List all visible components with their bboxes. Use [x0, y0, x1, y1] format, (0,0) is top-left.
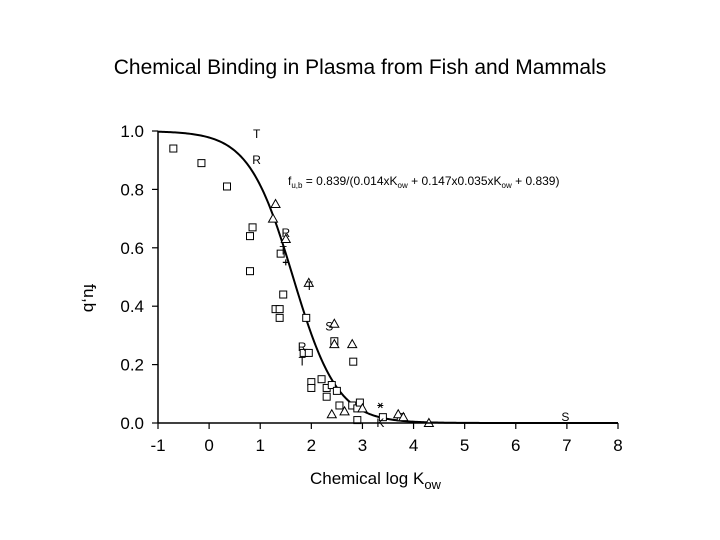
y-tick-label: 1.0: [120, 122, 144, 141]
square-marker: [197, 159, 206, 168]
x-tick-label: 5: [460, 436, 469, 455]
square-marker: [246, 267, 254, 276]
plus-marker: [282, 259, 289, 266]
x-axis-title-sub: ow: [424, 477, 441, 492]
y-tick-label: 0.2: [120, 356, 144, 375]
square-marker: [276, 249, 285, 258]
letter-marker: R: [252, 153, 261, 167]
triangle-marker: [326, 408, 338, 419]
y-tick-label: 0.4: [120, 297, 144, 316]
triangle-marker: [328, 338, 340, 349]
x-tick-label: 8: [613, 436, 622, 455]
equation-text: = 0.839/(0.014xK: [302, 174, 397, 188]
y-tick-label: 0.6: [120, 239, 144, 258]
square-marker: [332, 386, 341, 395]
triangle-marker: [392, 408, 404, 419]
equation-subscript: ow: [398, 181, 408, 190]
x-axis-title-main: Chemical log K: [310, 469, 425, 488]
square-marker: [307, 383, 316, 392]
x-tick-label: 6: [511, 436, 520, 455]
letter-marker: T: [306, 279, 314, 293]
triangle-marker: [303, 277, 315, 287]
square-marker: [246, 232, 254, 241]
letter-marker: S: [325, 320, 333, 334]
letter-marker: T: [253, 127, 261, 141]
equation-label: fu,b = 0.839/(0.014xKow + 0.147x0.035xKo…: [288, 174, 559, 190]
square-marker: [378, 413, 387, 422]
square-marker: [279, 290, 288, 299]
x-tick-label: 4: [409, 436, 418, 455]
square-marker: [275, 305, 284, 314]
equation-text: + 0.147x0.035xK: [408, 174, 502, 188]
x-tick-label: -1: [150, 436, 165, 455]
triangle-marker: [357, 402, 368, 413]
square-marker: [322, 392, 331, 401]
letter-marker: T: [280, 244, 288, 258]
triangle-marker: [280, 233, 292, 244]
triangle-marker: [346, 338, 358, 349]
x-tick-label: 0: [204, 436, 213, 455]
x-axis-title: Chemical log Kow: [310, 469, 442, 492]
y-tick-label: 0.0: [120, 414, 144, 433]
asterisk-marker: [377, 402, 384, 409]
letter-marker: S: [561, 410, 569, 424]
y-tick-label: 0.8: [120, 180, 144, 199]
axes-layer: -1 0 1 2 3 4 5 6 7 8 0.0 0.2 0.4 0.6 0.8 1.0: [120, 122, 622, 455]
x-tick-label: 7: [562, 436, 571, 455]
square-marker: [304, 348, 313, 357]
square-marker: [317, 375, 326, 384]
chart-title: Chemical Binding in Plasma from Fish and…: [113, 56, 607, 79]
triangle-marker: [397, 411, 409, 422]
equation-subscript: u,b: [291, 181, 303, 190]
triangle-marker: [339, 405, 350, 416]
square-marker: [327, 381, 336, 390]
letter-marker: R: [298, 340, 307, 354]
x-tick-label: 2: [307, 436, 316, 455]
equation-text: f: [288, 174, 292, 188]
equation-subscript: ow: [502, 181, 512, 190]
y-axis-title: fu,b: [80, 284, 99, 312]
letter-marker: T: [298, 355, 306, 369]
square-marker: [349, 357, 358, 366]
triangle-marker: [270, 198, 281, 208]
square-marker: [275, 313, 284, 322]
triangle-marker: [267, 213, 279, 223]
triangle-marker: [328, 318, 340, 328]
x-tick-label: 1: [255, 436, 264, 455]
equation-text: + 0.839): [512, 174, 560, 188]
square-marker: [223, 182, 231, 191]
letter-marker: R: [281, 226, 290, 240]
square-marker: [335, 401, 344, 410]
square-marker: [169, 144, 178, 153]
square-marker: [302, 313, 311, 322]
x-tick-label: 3: [358, 436, 367, 455]
square-marker: [248, 223, 257, 232]
square-marker: [355, 398, 364, 407]
